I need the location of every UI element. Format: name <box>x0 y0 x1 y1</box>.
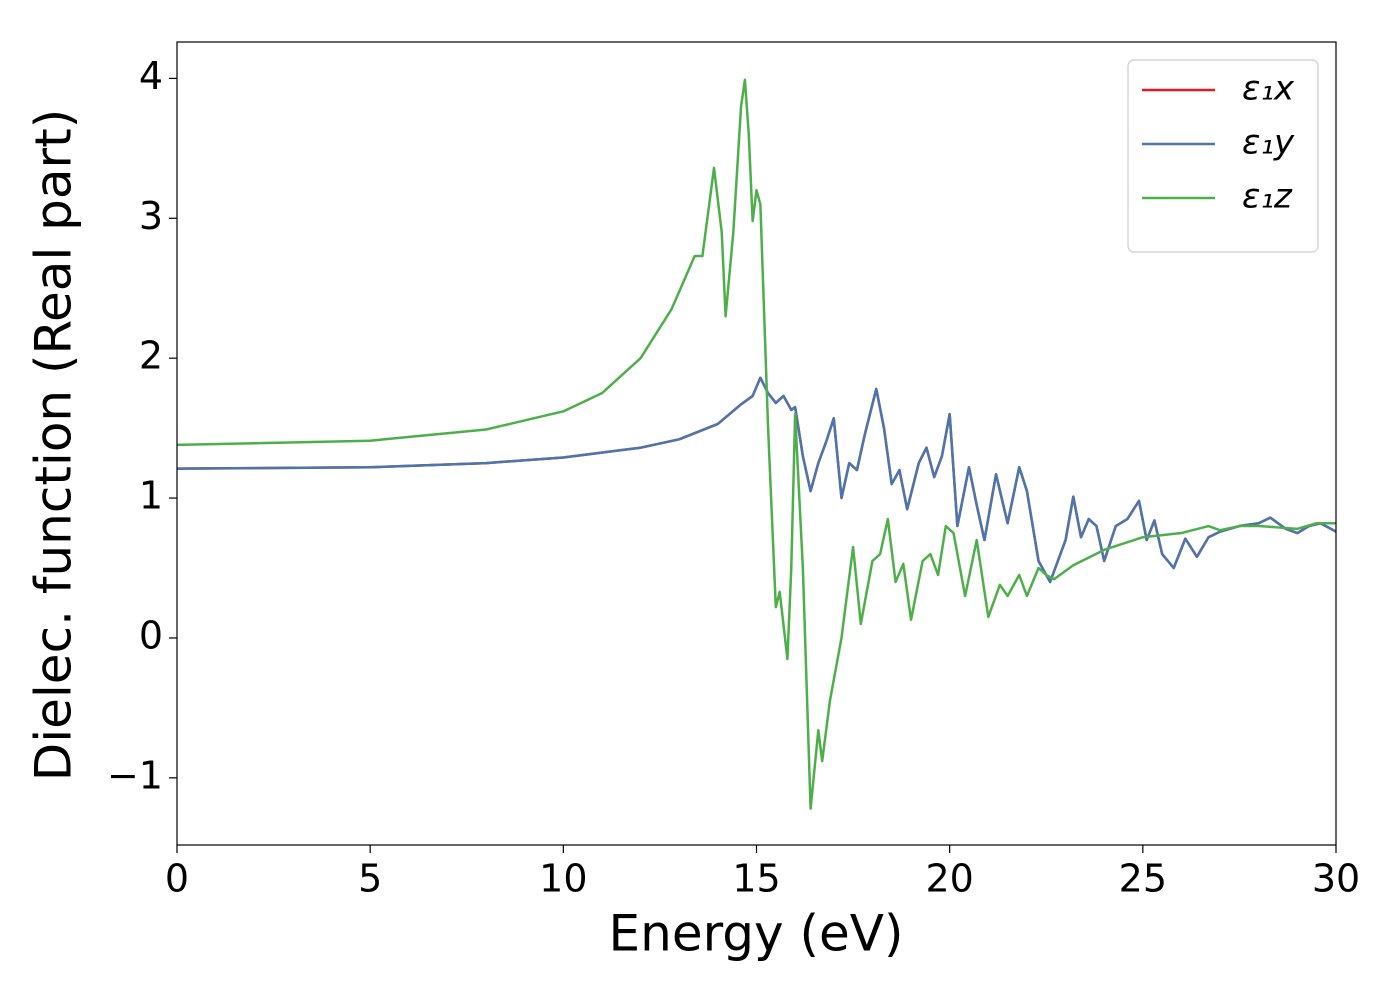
legend-label: ε₁y <box>1242 123 1295 163</box>
y-axis-label: Dielec. function (Real part) <box>25 109 83 781</box>
x-tick-label: 5 <box>358 857 382 901</box>
series-line <box>177 376 1336 584</box>
y-tick-label: 3 <box>139 194 163 238</box>
y-tick-label: 2 <box>139 334 163 378</box>
x-axis-label: Energy (eV) <box>609 905 904 963</box>
y-tick-label: −1 <box>107 753 163 797</box>
series-line <box>177 78 1336 810</box>
x-tick-label: 30 <box>1312 857 1360 901</box>
legend-box <box>1127 59 1319 253</box>
legend-label: ε₁z <box>1242 177 1293 217</box>
x-tick-label: 15 <box>732 857 780 901</box>
x-tick-label: 10 <box>539 857 587 901</box>
x-tick-label: 20 <box>925 857 973 901</box>
y-tick-label: 0 <box>139 613 163 657</box>
x-tick-label: 0 <box>165 857 189 901</box>
y-tick-label: 1 <box>139 474 163 518</box>
x-tick-label: 25 <box>1119 857 1167 901</box>
y-tick-label: 4 <box>139 54 163 98</box>
plot-frame <box>176 41 1337 846</box>
legend-label: ε₁x <box>1242 69 1295 109</box>
